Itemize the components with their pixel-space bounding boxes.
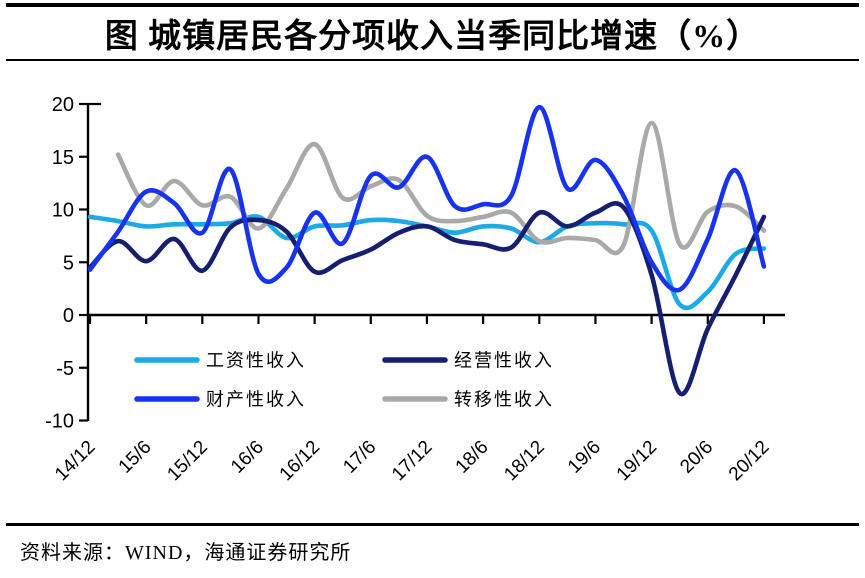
x-tick-label: 16/6	[227, 437, 268, 478]
x-tick-label: 19/12	[613, 437, 661, 485]
y-tick-label: 0	[63, 305, 74, 327]
top-border	[6, 3, 859, 7]
y-tick-label: -10	[45, 411, 74, 433]
y-tick-label: 15	[52, 147, 74, 169]
x-tick-label: 17/6	[339, 437, 380, 478]
x-tick-label: 15/12	[163, 437, 211, 485]
y-tick-label: 5	[63, 252, 74, 274]
y-tick-label: 20	[52, 94, 74, 116]
x-tick-label: 20/6	[676, 437, 717, 478]
x-tick-label: 14/12	[51, 437, 99, 485]
legend-label-transfer: 转移性收入	[454, 390, 554, 410]
footer-divider	[6, 523, 859, 526]
legend-label-property: 财产性收入	[206, 390, 306, 410]
x-tick-label: 18/6	[452, 437, 493, 478]
x-tick-label: 16/12	[276, 437, 324, 485]
title-divider	[6, 59, 859, 61]
series-line-property	[87, 104, 767, 293]
y-tick-label: -5	[56, 358, 74, 380]
x-tick-label: 15/6	[115, 437, 156, 478]
y-tick-label: 10	[52, 200, 74, 222]
x-tick-label: 19/6	[564, 437, 605, 478]
x-tick-label: 20/12	[725, 437, 773, 485]
x-tick-label: 18/12	[500, 437, 548, 485]
x-tick-label: 17/12	[388, 437, 436, 485]
legend-label-wage: 工资性收入	[206, 351, 306, 371]
series-line-business	[87, 201, 767, 397]
series-line-transfer	[115, 120, 767, 256]
figure-title: 图 城镇居民各分项收入当季同比增速（%）	[104, 19, 761, 55]
data-source-note: 资料来源：WIND，海通证券研究所	[20, 542, 352, 564]
legend-label-business: 经营性收入	[454, 351, 554, 371]
